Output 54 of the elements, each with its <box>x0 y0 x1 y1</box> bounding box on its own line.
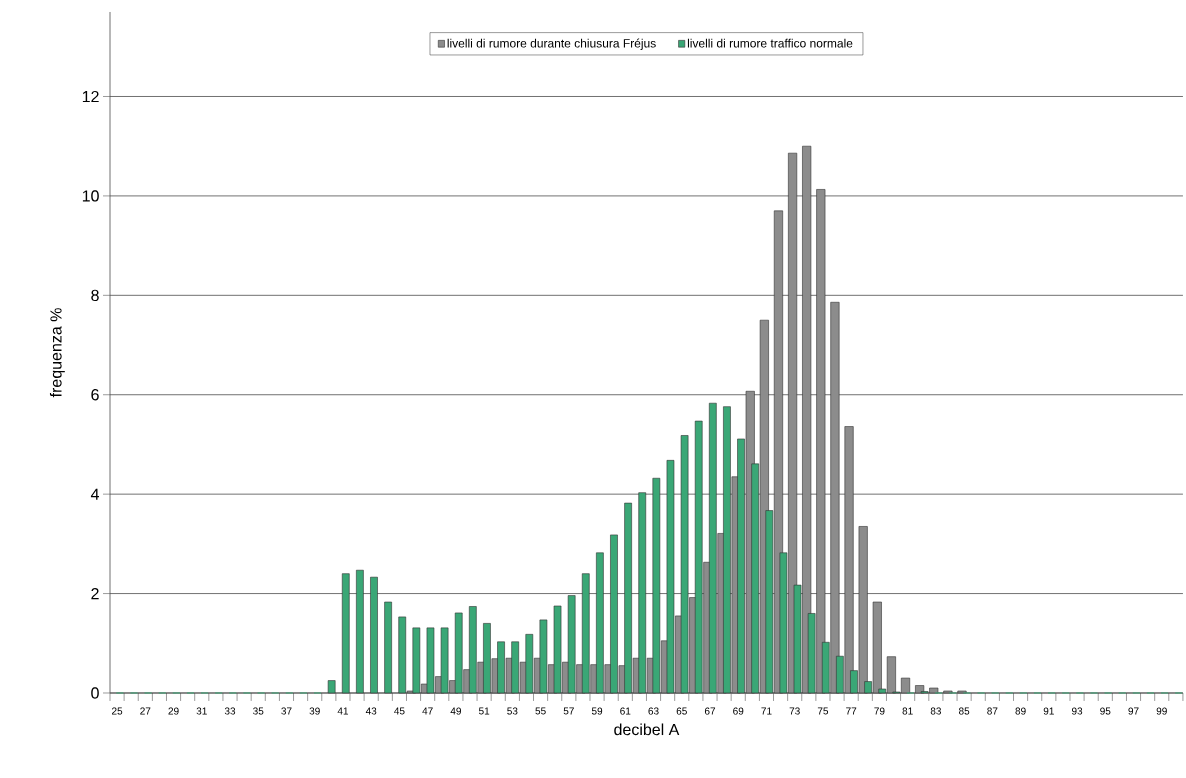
x-tick-label: 33 <box>224 707 236 715</box>
x-tick-label: 89 <box>1015 707 1026 715</box>
y-tick-label: 10 <box>82 190 99 202</box>
x-tick-label: 43 <box>365 707 377 715</box>
bar <box>341 573 350 694</box>
x-tick-label: 55 <box>535 707 546 715</box>
x-tick-label: 91 <box>1043 707 1054 715</box>
x-tick-label: 57 <box>563 707 574 715</box>
legend-label: livelli di rumore durante chiusura Fréjus <box>447 38 656 50</box>
y-tick-label: 2 <box>91 587 99 600</box>
bar <box>384 601 392 694</box>
y-tick-label: 0 <box>91 687 99 699</box>
x-tick-label: 49 <box>450 707 461 715</box>
x-tick-label: 53 <box>507 707 518 715</box>
x-tick-label: 97 <box>1128 707 1139 715</box>
x-tick-label: 27 <box>140 707 151 715</box>
x-tick-label: 35 <box>253 707 264 715</box>
x-tick-label: 65 <box>676 707 687 715</box>
x-tick-label: 29 <box>168 707 179 715</box>
x-tick-label: 77 <box>846 707 857 715</box>
x-tick-label: 41 <box>337 707 349 715</box>
x-tick-label: 75 <box>817 707 829 715</box>
y-tick-label: 4 <box>90 488 99 500</box>
x-tick-label: 95 <box>1100 707 1111 715</box>
legend-label: livelli di rumore traffico normale <box>687 38 853 48</box>
x-tick-label: 63 <box>648 707 659 715</box>
x-tick-label: 93 <box>1071 707 1083 715</box>
x-tick-label: 87 <box>987 707 998 715</box>
bar <box>370 576 378 694</box>
x-tick-label: 67 <box>704 707 716 715</box>
y-tick-label: 8 <box>91 289 99 301</box>
x-tick-label: 73 <box>789 707 800 715</box>
y-tick-label: 6 <box>91 389 99 401</box>
x-tick-label: 81 <box>902 707 913 715</box>
x-tick-label: 37 <box>281 707 292 715</box>
x-tick-label: 69 <box>733 707 744 715</box>
x-tick-label: 99 <box>1156 707 1167 715</box>
x-tick-label: 47 <box>422 707 433 715</box>
x-tick-label: 71 <box>761 707 772 715</box>
bar <box>356 569 364 694</box>
y-tick-label: 12 <box>82 90 99 103</box>
x-tick-label: 31 <box>196 707 207 715</box>
x-tick-label: 61 <box>620 707 631 715</box>
x-tick-label: 39 <box>309 707 320 715</box>
x-tick-label: 83 <box>930 707 941 715</box>
y-axis-title: frequenza % <box>49 308 65 398</box>
x-axis-title: decibel A <box>614 723 680 736</box>
x-tick-label: 25 <box>112 707 123 715</box>
x-tick-label: 85 <box>958 707 970 715</box>
x-tick-label: 79 <box>874 707 885 715</box>
x-tick-label: 51 <box>478 707 490 715</box>
x-tick-label: 45 <box>394 707 405 715</box>
bar <box>327 680 336 694</box>
x-tick-label: 59 <box>591 707 603 715</box>
